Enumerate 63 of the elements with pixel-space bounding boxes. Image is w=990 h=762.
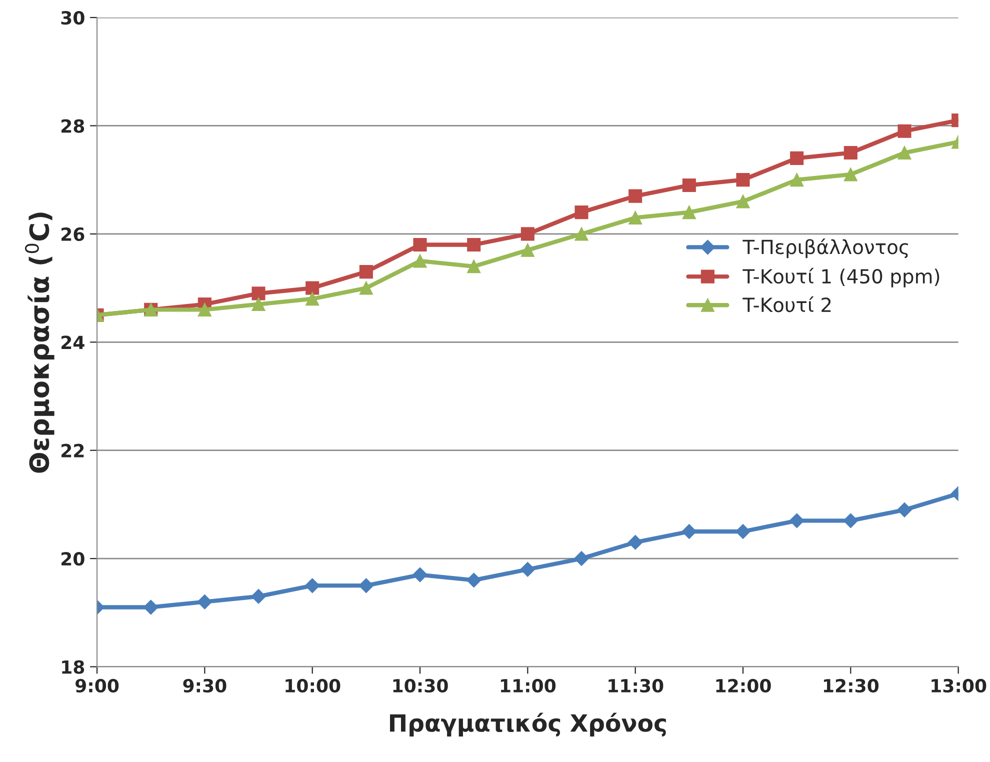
point [412,567,428,582]
x-tick-label: 9:30 [183,678,226,693]
point [252,297,266,312]
x-tick-label: 11:00 [500,678,556,693]
y-tick-label: 30 [61,10,84,25]
point [843,513,858,528]
point [359,281,373,295]
legend-label: T-Κουτί 1 (450 ppm) [742,268,940,288]
point [306,292,320,306]
point [790,173,804,187]
point [520,243,534,257]
point [467,260,481,274]
y-tick-label: 24 [62,336,84,349]
y-tick-label: 20 [62,552,84,566]
legend-label: T-Περιβάλλοντος [742,238,908,258]
y-axis-title: Θερμοκρασία ($^{0}$C) [24,212,54,473]
point [252,286,266,300]
point [844,168,858,182]
point [789,513,804,528]
point [790,151,804,165]
point [897,502,912,518]
point [628,534,643,550]
point [358,578,374,593]
point [467,238,481,252]
point [304,578,320,593]
y-tick-label: 26 [62,227,84,242]
point [844,146,858,160]
point [359,265,373,279]
point [898,146,912,160]
point [574,551,589,566]
point [628,189,642,203]
point [574,227,588,241]
point [736,524,750,539]
point [251,589,266,604]
point [682,178,696,192]
point [198,302,212,316]
x-tick-label: 12:30 [824,678,879,693]
y-tick-label: 18 [62,660,84,674]
x-tick-label: 11:30 [608,678,664,693]
point [413,238,427,252]
x-tick-label: 9:00 [76,678,119,693]
point [197,594,212,610]
y-tick-label: 22 [62,444,84,458]
point [682,524,697,539]
point [143,600,158,615]
x-tick-label: 10:00 [286,678,340,693]
point [306,281,320,295]
x-tick-label: 12:00 [716,678,771,693]
x-axis-title: Πραγματικός Χρόνος [390,712,666,737]
point [628,210,642,224]
point [466,572,482,588]
point [898,124,912,138]
y-tick-label: 28 [62,119,84,133]
legend-label: T-Κουτί 2 [742,296,831,312]
point [682,206,696,220]
point [736,194,750,208]
point [736,173,750,187]
point [520,562,536,577]
x-tick-label: 13:00 [932,678,986,693]
point [574,206,588,220]
point [520,227,534,241]
x-tick-label: 10:30 [393,678,448,693]
point [413,254,427,268]
